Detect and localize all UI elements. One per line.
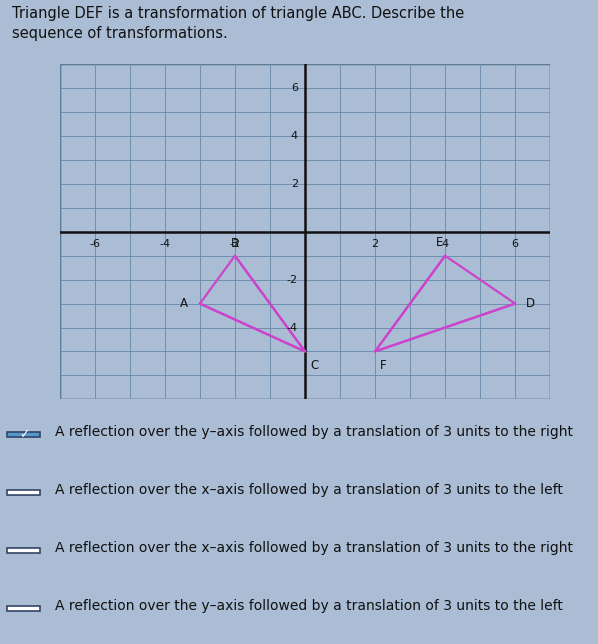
Text: A reflection over the y–axis followed by a translation of 3 units to the right: A reflection over the y–axis followed by…	[55, 425, 573, 439]
FancyBboxPatch shape	[7, 607, 41, 611]
Text: 6: 6	[512, 239, 518, 249]
Text: 4: 4	[441, 239, 448, 249]
Text: C: C	[310, 359, 319, 372]
Text: A: A	[179, 297, 188, 310]
Text: -6: -6	[89, 239, 100, 249]
Text: -4: -4	[159, 239, 170, 249]
Text: -2: -2	[287, 275, 298, 285]
Text: E: E	[436, 236, 443, 249]
Text: F: F	[380, 359, 387, 372]
Text: A reflection over the y–axis followed by a translation of 3 units to the left: A reflection over the y–axis followed by…	[55, 599, 563, 612]
FancyBboxPatch shape	[7, 549, 41, 553]
Text: ✓: ✓	[19, 428, 29, 441]
FancyBboxPatch shape	[7, 433, 41, 437]
FancyBboxPatch shape	[7, 491, 41, 495]
Text: A reflection over the x–axis followed by a translation of 3 units to the right: A reflection over the x–axis followed by…	[55, 541, 573, 554]
Text: -2: -2	[230, 239, 240, 249]
Text: A reflection over the x–axis followed by a translation of 3 units to the left: A reflection over the x–axis followed by…	[55, 483, 563, 497]
Text: B: B	[231, 237, 239, 250]
Text: 2: 2	[291, 179, 298, 189]
Text: 2: 2	[371, 239, 379, 249]
Text: D: D	[526, 297, 535, 310]
Text: 6: 6	[291, 83, 298, 93]
Text: -4: -4	[287, 323, 298, 332]
Text: Triangle DEF is a transformation of triangle ABC. Describe the
sequence of trans: Triangle DEF is a transformation of tria…	[12, 6, 464, 41]
Text: 4: 4	[291, 131, 298, 141]
